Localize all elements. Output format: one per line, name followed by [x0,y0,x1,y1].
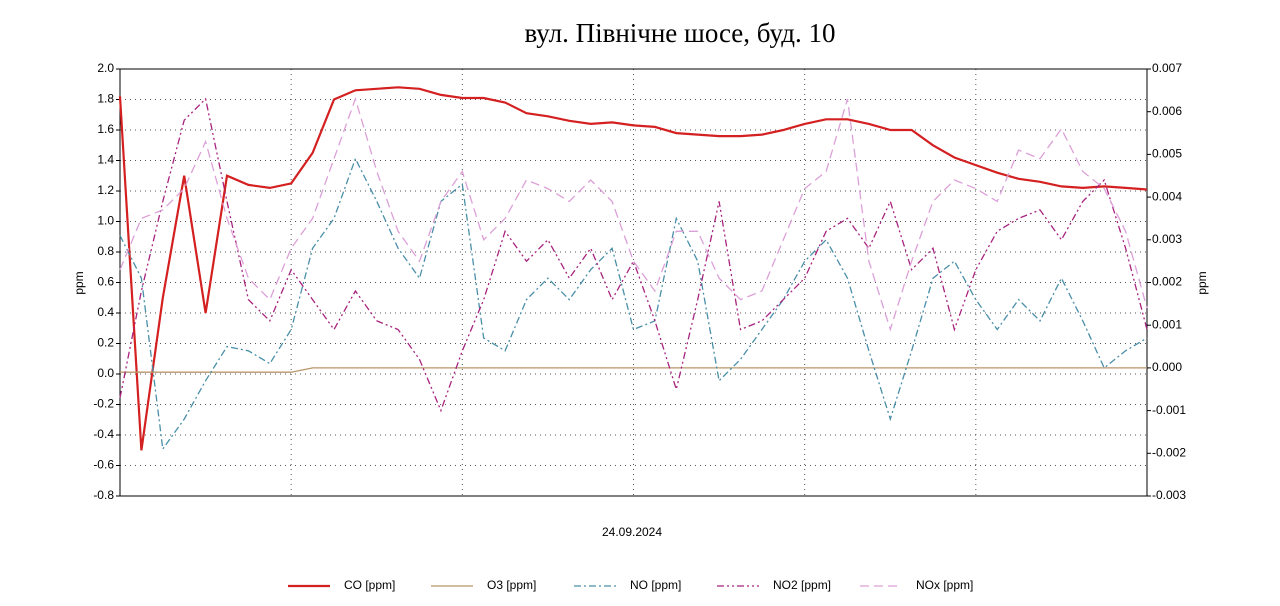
y-tick-label: -0.8 [93,488,114,502]
y2-tick-label: -0.003 [1152,488,1186,502]
x-axis-label: 24.09.2024 [602,525,662,539]
y-tick-label: 0.8 [97,244,114,258]
y-tick-label: -0.6 [93,458,114,472]
legend-label: NO2 [ppm] [773,578,831,592]
y-tick-label: 0.0 [97,366,114,380]
y2-tick-label: -0.002 [1152,445,1186,459]
legend-label: NOx [ppm] [916,578,973,592]
y2-tick-label: 0.004 [1152,189,1182,203]
y-tick-label: 0.2 [97,336,114,350]
y-tick-label: 0.6 [97,275,114,289]
legend-label: CO [ppm] [344,578,395,592]
y2-tick-label: 0.006 [1152,104,1182,118]
y-tick-label: -0.2 [93,397,114,411]
y-tick-label: 2.0 [97,61,114,75]
y2-tick-label: -0.001 [1152,403,1186,417]
y2-tick-label: 0.001 [1152,317,1182,331]
y-axis-label: ppm [72,271,86,294]
legend-label: O3 [ppm] [487,578,536,592]
y2-tick-label: 0.007 [1152,61,1182,75]
y-tick-label: 1.0 [97,214,114,228]
series-line [119,157,1148,451]
y-tick-label: 1.4 [97,153,114,167]
y-tick-label: 0.4 [97,305,114,319]
chart-title: вул. Північне шосе, буд. 10 [524,18,835,48]
y2-tick-label: 0.000 [1152,360,1182,374]
y2-tick-label: 0.002 [1152,275,1182,289]
y2-tick-label: 0.005 [1152,147,1182,161]
series-line [119,97,1148,413]
series-line [118,86,1148,451]
y-tick-label: 1.6 [97,122,114,136]
y-tick-label: -0.4 [93,427,114,441]
y2-tick-label: 0.003 [1152,232,1182,246]
plot-frame [119,68,1148,497]
legend-label: NO [ppm] [630,578,681,592]
y2-axis-label: ppm [1195,271,1209,294]
series-line [120,367,1147,373]
y-tick-label: 1.2 [97,183,114,197]
y-tick-label: 1.8 [97,92,114,106]
